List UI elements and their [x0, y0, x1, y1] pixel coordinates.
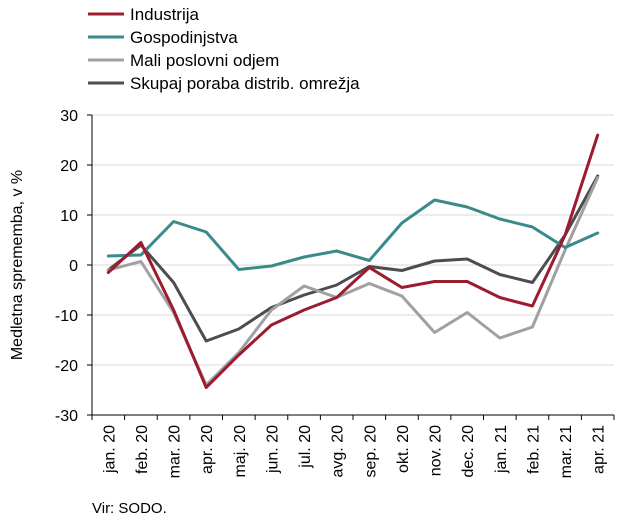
y-tick-label: 10 [60, 208, 78, 225]
legend-label: Gospodinjstva [130, 28, 238, 47]
x-tick-label: feb. 21 [525, 425, 542, 474]
y-tick-label: 20 [60, 158, 78, 175]
series-line-gospodinjstva [106, 198, 600, 271]
series-line-industrija [106, 133, 600, 389]
legend-label: Skupaj poraba distrib. omrežja [130, 74, 360, 93]
source-note: Vir: SODO. [92, 500, 167, 517]
x-tick-label: jun. 20 [264, 425, 281, 474]
y-axis-label: Medletna sprememba, v % [9, 170, 26, 360]
x-tick-label: jan. 20 [101, 425, 118, 474]
x-tick-label: maj. 20 [232, 425, 249, 478]
x-tick-label: apr. 21 [591, 425, 608, 474]
series-line-skupaj-poraba-distrib-omre-ja [106, 174, 600, 343]
y-tick-label: -20 [55, 358, 78, 375]
y-tick-label: -10 [55, 308, 78, 325]
y-tick-labels: -30 -20 -10 0 10 20 30 [55, 108, 78, 425]
legend: Industrija Gospodinjstva Mali poslovni odj… [88, 5, 360, 93]
legend-label: Industrija [130, 5, 200, 24]
axes [87, 114, 615, 420]
x-tick-label: jul. 20 [297, 425, 314, 469]
x-tick-label: okt. 20 [395, 425, 412, 473]
legend-label: Mali poslovni odjem [130, 51, 279, 70]
x-tick-label: avg. 20 [330, 425, 347, 478]
x-tick-label: dec. 20 [460, 425, 477, 478]
x-tick-label: jan. 21 [493, 425, 510, 474]
x-tick-label: sep. 20 [362, 425, 379, 478]
y-tick-label: 0 [69, 258, 78, 275]
grid-lines [92, 114, 614, 416]
x-tick-label: nov. 20 [428, 425, 445, 476]
x-tick-labels: jan. 20 feb. 20 mar. 20 apr. 20 maj. 20 jun. … [101, 425, 607, 478]
x-tick-label: apr. 20 [199, 425, 216, 474]
y-tick-label: -30 [55, 408, 78, 425]
series-lines [106, 133, 600, 389]
x-tick-label: feb. 20 [134, 425, 151, 474]
x-tick-label: mar. 21 [558, 425, 575, 478]
y-tick-label: 30 [60, 108, 78, 125]
x-tick-label: mar. 20 [167, 425, 184, 478]
